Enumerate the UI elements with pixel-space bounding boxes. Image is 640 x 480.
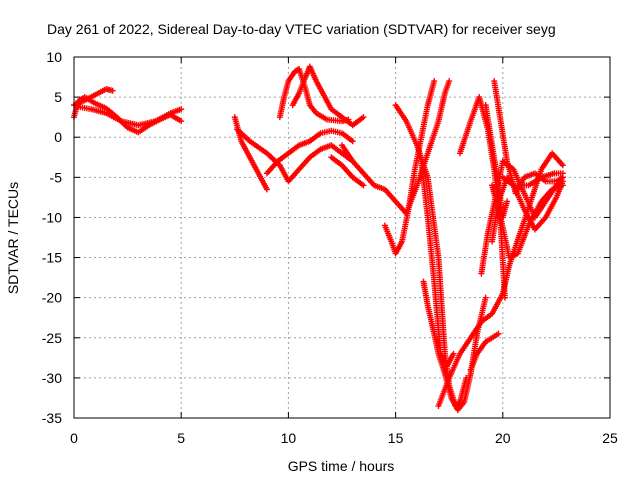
data-point	[178, 106, 185, 113]
data-series-arc-16	[467, 330, 502, 373]
y-tick-label: -30	[42, 370, 62, 386]
data-series-arc-3	[75, 103, 185, 129]
data-point	[349, 138, 356, 145]
y-tick-label: -10	[42, 209, 62, 225]
y-tick-label: -5	[50, 169, 63, 185]
chart-title: Day 261 of 2022, Sidereal Day-to-day VTE…	[47, 21, 556, 37]
x-tick-label: 0	[70, 430, 78, 446]
tick-layer: 0 5 10 15 20 25 10 5 0 -5 -10 -15 -20 -25 -30 -35	[42, 49, 618, 446]
grid-layer	[74, 57, 610, 418]
data-point	[559, 170, 566, 177]
data-series-arc-14	[418, 158, 457, 369]
data-point	[501, 294, 508, 301]
y-tick-label: -20	[42, 290, 62, 306]
y-tick-label: -15	[42, 250, 62, 266]
data-series-arc-11	[381, 78, 438, 257]
y-tick-label: -35	[42, 410, 62, 426]
data-series-arc-5	[233, 126, 356, 185]
y-axis-title: SDTVAR / TECUs	[5, 182, 21, 294]
data-point	[431, 78, 438, 85]
data-point	[178, 118, 185, 125]
x-axis-title: GPS time / hours	[288, 458, 395, 474]
data-series-arc-23	[482, 102, 511, 221]
data-point	[559, 162, 566, 169]
data-series-arc-8	[289, 63, 367, 129]
data-point	[446, 78, 453, 85]
data-series-arc-13	[420, 278, 489, 413]
plot-frame	[73, 56, 611, 419]
data-point	[263, 186, 270, 193]
y-tick-label: 5	[54, 89, 62, 105]
data-point	[109, 87, 116, 94]
x-tick-label: 25	[602, 430, 618, 446]
y-tick-label: 0	[54, 129, 62, 145]
data-point	[360, 114, 367, 121]
data-point	[482, 294, 489, 301]
y-tick-label: -25	[42, 330, 62, 346]
data-point	[360, 182, 367, 189]
x-tick-label: 20	[495, 430, 511, 446]
y-tick-label: 10	[46, 49, 62, 65]
x-tick-label: 15	[388, 430, 404, 446]
data-point	[504, 198, 511, 205]
x-tick-label: 10	[281, 430, 297, 446]
data-point	[495, 330, 502, 337]
data-layer	[71, 63, 566, 413]
data-series-arc-9	[339, 78, 453, 217]
data-point	[559, 178, 566, 185]
x-tick-label: 5	[177, 430, 185, 446]
data-series-arc-10	[328, 154, 367, 189]
data-point	[450, 350, 457, 357]
data-series-arc-22	[499, 170, 566, 189]
data-series-arc-6	[263, 127, 356, 177]
